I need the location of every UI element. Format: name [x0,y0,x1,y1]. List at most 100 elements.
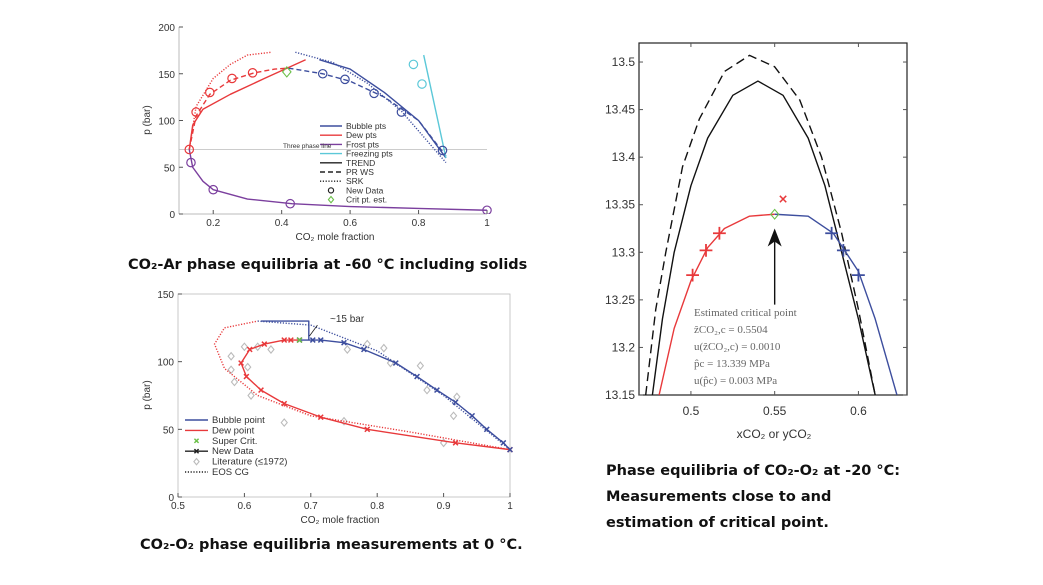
legend-entry: Bubble pts [320,121,386,131]
marker-bubble-data [317,68,328,79]
marker-dew-data [227,73,237,84]
marker-literature [416,361,425,371]
marker-bubble-point [317,337,324,343]
marker-dew-data [699,243,713,257]
marker-literature [453,392,461,402]
marker-freezing-data [408,59,419,70]
marker-critical-point [769,208,780,220]
marker-literature [247,391,255,400]
marker-dew-point [287,337,294,343]
legend-marker [327,187,335,194]
legend-entry: Super Crit. [193,436,257,447]
series-model-dashed [645,54,876,395]
x-tick-label: 0.55 [763,404,787,418]
y-tick-label: 13.5 [612,55,636,69]
legend-entry: Crit pt. est. [327,195,387,205]
marker-dew-data [686,268,699,282]
legend-marker [327,195,335,204]
marker-dew-point [261,341,268,348]
y-tick-label: 100 [158,117,175,128]
line-eos-cg-dew [213,320,511,451]
y-tick-label: 13.4 [612,150,636,164]
marker-literature [380,343,388,353]
x-tick-label: 1 [507,501,513,512]
marker-bubble-data [340,74,350,85]
y-axis-label: p (bar) [142,380,153,409]
legend-label: Bubble pts [346,121,386,131]
marker-super-crit [296,337,303,343]
x-tick-label: 0.6 [850,404,867,418]
legend-entry: Dew point [185,425,255,436]
marker-dew-point [246,346,253,353]
series-critical-point [769,208,780,220]
legend-label: New Data [212,446,254,457]
marker-dew-point [258,387,264,394]
legend-entry: Literature (≤1972) [193,457,287,468]
legend-entry: PR WS [320,167,374,177]
legend-entry: Frost pts [320,139,379,149]
marker-dew-data [247,68,258,78]
plot-area [179,51,492,214]
marker-bubble-point [452,399,459,406]
legend-entry: Bubble point [185,415,265,426]
series-dew-trend [188,59,306,150]
marker-literature [363,339,371,349]
marker-frost-data [186,157,196,168]
caption-co2-o2-20c-line3: estimation of critical point. [606,515,829,531]
chart-3: 0.5 0.55 0.6 13.15 13.2 13.25 13.3 13.35 13.4 13.… [605,42,908,441]
marker-dew-data [191,107,201,117]
y-tick-label: 150 [158,70,175,81]
series-dew-point [238,337,513,453]
marker-literature [240,342,249,352]
legend-label: Dew point [212,425,255,436]
legend-entry: Freezing pts [320,149,393,159]
legend-label: EOS CG [212,467,249,478]
line-15-bar-bracket [261,320,310,341]
legend-label: Crit pt. est. [346,195,387,205]
y-tick-label: 13.2 [612,340,636,354]
y-tick-label: 13.3 [612,245,636,259]
legend-label: Freezing pts [346,149,393,159]
series-dew-data [184,68,258,155]
line-bubble-point [299,339,511,451]
legend-label: New Data [346,185,384,195]
legend-entry: TREND [320,158,375,168]
line-eos-cg-bubble [257,320,511,451]
marker-bubble-data [825,226,839,240]
x-tick-label: 0.2 [206,218,220,229]
y-tick-label: 200 [158,23,175,34]
marker-bubble-data [836,243,850,257]
marker-bubble-point [483,426,490,433]
legend-entry: Dew pts [320,130,377,140]
x-tick-label: 0.5 [171,501,185,512]
axes: 0.2 0.4 0.6 0.8 1 0 50 100 150 200 p (bar) CO₂ mole… [142,23,490,243]
series-15-bar-pointer [309,324,318,337]
marker-freezing-data [417,79,427,89]
x-tick-label: 0.8 [370,501,384,512]
caption-co2-o2-20c-line2: Measurements close to and [606,489,832,505]
caption-co2-o2-0c: CO₂-O₂ phase equilibria measurements at … [140,537,523,553]
marker-bubble-point [341,339,347,346]
marker-bubble-point [500,439,507,446]
legend-label: Bubble point [212,415,265,426]
legend-marker [193,457,200,466]
series-dew-srk [188,51,272,150]
series-literature [227,339,461,448]
legend-entry: SRK [320,176,364,186]
series-freezing-trend [423,54,447,159]
x-axis-label: CO₂ mole fraction [296,232,375,243]
marker-dew-point [281,337,288,343]
marker-dew-point [317,414,324,421]
y-tick-label: 0 [168,493,174,504]
y-tick-label: 150 [157,290,174,301]
x-axis-label: CO₂ mole fraction [301,515,380,526]
marker-bubble-point [360,346,367,353]
marker-dew-point [281,400,288,407]
series-crit-pt-est [281,65,292,78]
x-tick-label: 0.8 [412,218,426,229]
marker-bubble-data [396,107,407,117]
marker-literature [449,411,458,421]
series-bubble-fit [774,213,898,395]
chart-2: 0.5 0.6 0.7 0.8 0.9 1 0 50 100 150 p (bar) CO₂ mole… [142,290,513,526]
marker-crit-pt-est [281,65,292,78]
